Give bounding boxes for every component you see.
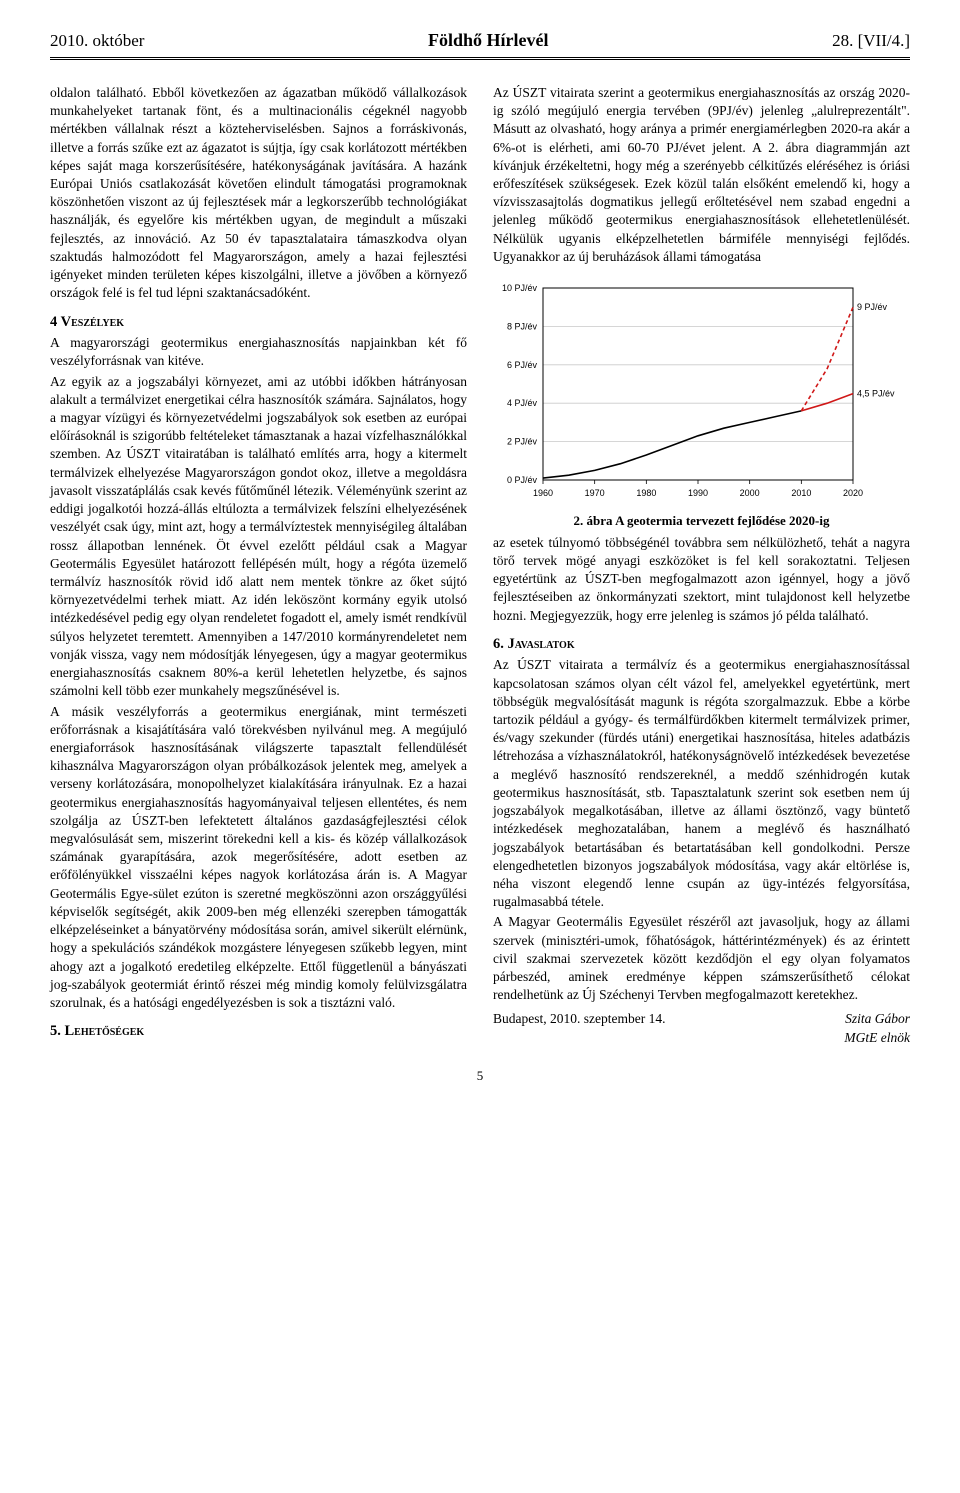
header-title: Földhő Hírlevél bbox=[428, 28, 549, 52]
svg-text:2020: 2020 bbox=[843, 488, 863, 498]
svg-text:2000: 2000 bbox=[740, 488, 760, 498]
svg-text:4 PJ/év: 4 PJ/év bbox=[507, 398, 538, 408]
signature-title: MGtE elnök bbox=[493, 1029, 910, 1047]
svg-text:4,5 PJ/év: 4,5 PJ/év bbox=[857, 389, 895, 399]
paragraph: A Magyar Geotermális Egyesület részéről … bbox=[493, 913, 910, 1004]
article-columns: oldalon található. Ebből következően az … bbox=[50, 84, 910, 1047]
header-date: 2010. október bbox=[50, 30, 144, 53]
signature-name: Szita Gábor bbox=[845, 1010, 910, 1028]
section-heading-6: 6. Javaslatok bbox=[493, 635, 910, 655]
paragraph: Az ÚSZT vitairata a termálvíz és a geote… bbox=[493, 656, 910, 911]
figure-2: 0 PJ/év 2 PJ/év 4 PJ/év 6 PJ/év 8 PJ/év 10 PJ… bbox=[493, 276, 910, 530]
svg-text:8 PJ/év: 8 PJ/év bbox=[507, 322, 538, 332]
signature-date: Budapest, 2010. szeptember 14. bbox=[493, 1011, 665, 1026]
paragraph: Az ÚSZT vitairata szerint a geotermikus … bbox=[493, 84, 910, 266]
svg-text:0 PJ/év: 0 PJ/év bbox=[507, 475, 538, 485]
paragraph: oldalon található. Ebből következően az … bbox=[50, 84, 467, 303]
section-heading-4: 4 Veszélyek bbox=[50, 313, 467, 333]
svg-text:1960: 1960 bbox=[533, 488, 553, 498]
paragraph: A másik veszélyforrás a geotermikus ener… bbox=[50, 703, 467, 1013]
paragraph: az esetek túlnyomó többségénél továbbra … bbox=[493, 534, 910, 625]
svg-text:10 PJ/év: 10 PJ/év bbox=[502, 283, 538, 293]
page-number: 5 bbox=[50, 1067, 910, 1085]
page-header: 2010. október Földhő Hírlevél 28. [VII/4… bbox=[50, 28, 910, 60]
figure-caption: 2. ábra A geotermia tervezett fejlődése … bbox=[493, 512, 910, 530]
svg-text:9 PJ/év: 9 PJ/év bbox=[857, 302, 888, 312]
signature-block: Budapest, 2010. szeptember 14. Szita Gáb… bbox=[493, 1010, 910, 1046]
paragraph: Az egyik az a jogszabályi környezet, ami… bbox=[50, 373, 467, 701]
svg-text:1980: 1980 bbox=[636, 488, 656, 498]
svg-text:2010: 2010 bbox=[791, 488, 811, 498]
svg-text:2 PJ/év: 2 PJ/év bbox=[507, 437, 538, 447]
paragraph: A magyarországi geotermikus energiahaszn… bbox=[50, 334, 467, 370]
svg-text:6 PJ/év: 6 PJ/év bbox=[507, 360, 538, 370]
header-issue: 28. [VII/4.] bbox=[832, 30, 910, 53]
section-heading-5: 5. Lehetőségek bbox=[50, 1022, 467, 1042]
svg-text:1970: 1970 bbox=[585, 488, 605, 498]
svg-text:1990: 1990 bbox=[688, 488, 708, 498]
geothermal-chart: 0 PJ/év 2 PJ/év 4 PJ/év 6 PJ/év 8 PJ/év 10 PJ… bbox=[493, 276, 903, 506]
